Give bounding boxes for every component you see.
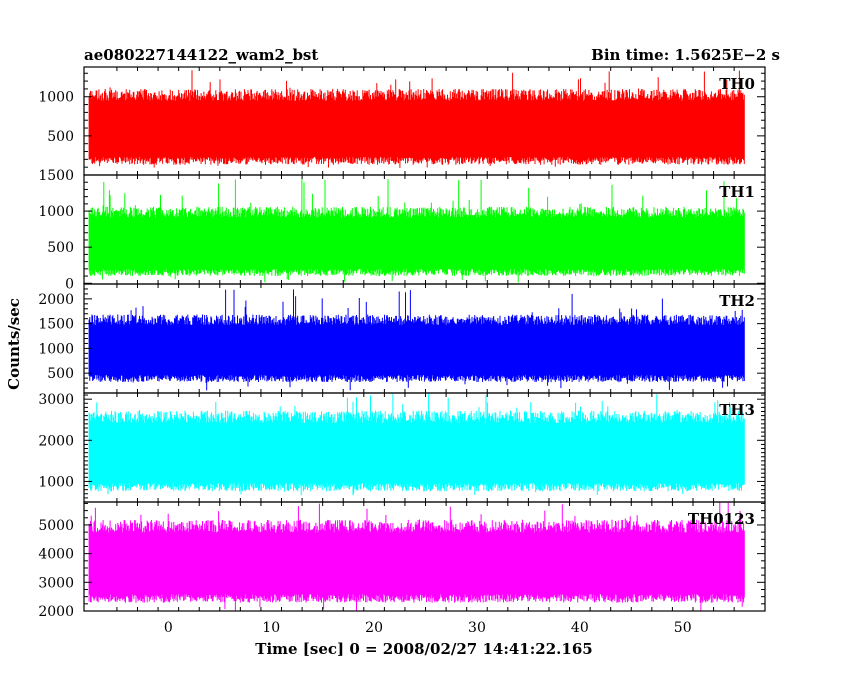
y-tick-label: 1000 <box>38 341 74 357</box>
panel-th2: 500 1000 1500 2000 TH2 <box>38 283 766 394</box>
y-tick-label: 500 <box>47 129 74 145</box>
panel-frame <box>83 501 766 612</box>
series-th3 <box>88 393 745 496</box>
y-tick-label: 3000 <box>38 392 74 408</box>
y-tick-label: 1000 <box>38 90 74 106</box>
y-tick-label: 1000 <box>38 474 74 490</box>
series-th2 <box>88 289 745 391</box>
y-tick-label: 0 <box>65 276 74 292</box>
y-tick-label: 5000 <box>38 518 74 534</box>
panel-label: TH0 <box>719 75 755 93</box>
series-th0123 <box>88 502 745 611</box>
y-tick-label: 2000 <box>38 292 74 308</box>
x-tick-label: 20 <box>365 620 383 636</box>
y-tick-label: 2000 <box>38 433 74 449</box>
series-th1 <box>88 178 745 283</box>
panel-th0: 500 1000 TH0 <box>38 66 766 176</box>
panel-th3: 1000 2000 3000 TH3 <box>38 392 766 503</box>
panel-label: TH3 <box>719 401 755 419</box>
chart-title: ae080227144122_wam2_bst <box>84 46 318 64</box>
panel-label: TH1 <box>719 183 755 201</box>
panel-th0123: 2000 3000 4000 5000 TH0123 <box>38 501 766 620</box>
panels-group: 5001000TH0050010001500TH1500100015002000… <box>38 66 766 636</box>
bin-time-label: Bin time: 1.5625E−2 s <box>591 46 780 64</box>
x-tick-label: 0 <box>164 620 173 636</box>
panel-th1: 0 500 1000 1500 TH1 <box>38 168 766 292</box>
x-tick-label: 40 <box>571 620 589 636</box>
y-tick-label: 500 <box>47 366 74 382</box>
y-tick-label: 1500 <box>38 317 74 333</box>
panel-label: TH0123 <box>688 510 755 528</box>
series-th0 <box>88 70 745 168</box>
y-tick-label: 2000 <box>38 604 74 620</box>
y-tick-label: 500 <box>47 240 74 256</box>
y-tick-label: 1500 <box>38 168 74 184</box>
x-axis-label: Time [sec] 0 = 2008/02/27 14:41:22.165 <box>255 640 592 658</box>
y-axis-label: Counts/sec <box>5 298 23 390</box>
y-tick-label: 4000 <box>38 547 74 563</box>
x-tick-label: 30 <box>468 620 486 636</box>
panel-label: TH2 <box>719 292 755 310</box>
x-tick-label: 10 <box>262 620 280 636</box>
x-tick-label: 50 <box>674 620 692 636</box>
y-tick-label: 3000 <box>38 575 74 591</box>
y-tick-label: 1000 <box>38 204 74 220</box>
